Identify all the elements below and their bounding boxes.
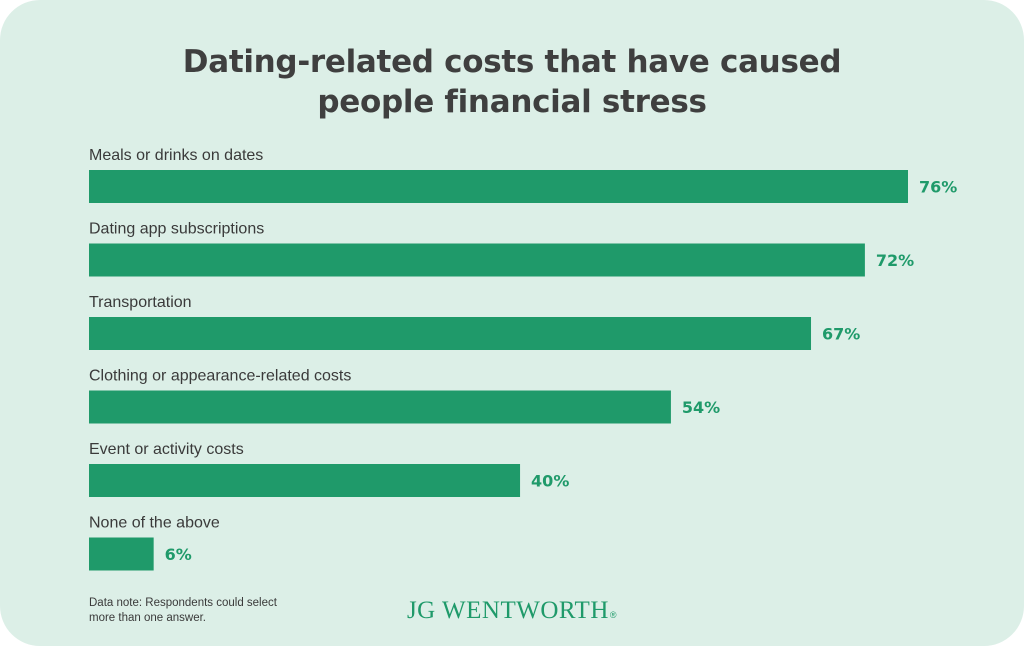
logo-wordmark: JG WENTWORTH®: [407, 597, 617, 625]
bar: [89, 243, 865, 277]
category-label: Meals or drinks on dates: [89, 147, 263, 164]
bar: [89, 464, 521, 497]
category-label: Transportation: [89, 294, 192, 311]
chart-title: Dating-related costs that have caused pe…: [112, 42, 912, 122]
value-label: 54%: [682, 398, 720, 417]
chart-title-line-1: Dating-related costs that have caused: [182, 44, 842, 80]
data-note-line-2: more than one answer.: [89, 612, 206, 624]
value-label: 72%: [876, 251, 914, 270]
data-note-line-1: Data note: Respondents could select: [89, 597, 277, 609]
bar-chart: Meals or drinks on dates 76% Dating app su…: [89, 147, 957, 571]
value-label: 6%: [165, 545, 192, 564]
bar: [89, 390, 671, 424]
chart-title-line-2: people financial stress: [317, 84, 707, 120]
category-label: Clothing or appearance-related costs: [89, 368, 351, 385]
category-label: Event or activity costs: [89, 441, 244, 458]
category-label: Dating app subscriptions: [89, 221, 264, 238]
value-label: 76%: [919, 178, 957, 197]
category-label: None of the above: [89, 515, 220, 532]
jg-wentworth-logo: JG WENTWORTH®: [392, 594, 632, 628]
value-label: 67%: [822, 325, 860, 344]
bar: [89, 170, 908, 203]
data-note: Data note: Respondents could select more…: [89, 596, 329, 626]
logo-name: JG WENTWORTH: [406, 597, 609, 624]
bar: [89, 537, 154, 571]
bar: [89, 317, 812, 350]
value-label: 40%: [531, 472, 569, 491]
registered-mark-icon: ®: [609, 610, 618, 620]
